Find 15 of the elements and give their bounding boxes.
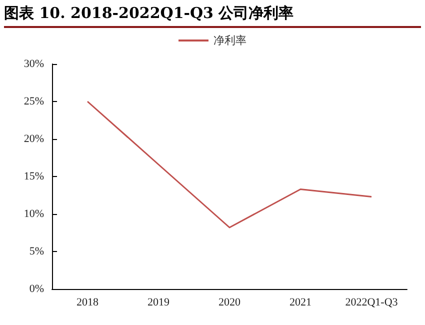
x-tick-label: 2019 [148, 296, 170, 308]
legend-label: 净利率 [214, 34, 246, 47]
line-series [86, 100, 372, 228]
y-tick-label: 30% [24, 58, 44, 70]
x-tick-label: 2022Q1-Q3 [345, 296, 398, 308]
y-tick-label: 5% [29, 246, 44, 258]
x-tick-label: 2021 [290, 296, 312, 308]
y-tick-label: 25% [24, 96, 44, 108]
chart-title: 图表 10. 2018-2022Q1-Q3 公司净利率 [4, 4, 421, 28]
y-tick-label: 10% [24, 208, 44, 220]
y-tick-label: 0% [29, 283, 44, 295]
x-tick-label: 2018 [76, 296, 99, 308]
y-tick-label: 20% [24, 133, 44, 145]
y-tick-label: 15% [24, 170, 44, 182]
x-tick-label: 2020 [218, 296, 241, 308]
